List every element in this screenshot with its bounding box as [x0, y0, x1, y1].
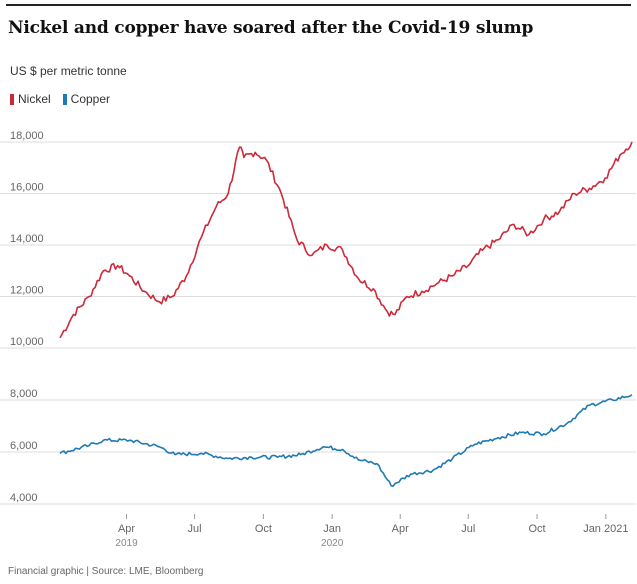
legend-item-copper: Copper: [62, 92, 111, 106]
x-tick-label: Apr: [392, 523, 409, 535]
y-tick-label: 16,000: [10, 182, 44, 194]
x-tick-label: Jul: [461, 523, 475, 535]
legend-swatch-nickel: [10, 93, 14, 105]
legend-label-copper: Copper: [70, 92, 111, 106]
y-tick-label: 14,000: [10, 233, 44, 245]
source-footer: Financial graphic | Source: LME, Bloombe…: [8, 566, 204, 577]
y-tick-label: 6,000: [10, 440, 38, 452]
y-tick-label: 10,000: [10, 336, 44, 348]
x-tick-label: Apr: [118, 523, 135, 535]
chart-title: Nickel and copper have soared after the …: [8, 18, 534, 38]
x-tick-label: Jan: [323, 523, 341, 535]
chart-subtitle: US $ per metric tonne: [10, 64, 127, 78]
x-tick-year-label: 2019: [115, 538, 138, 549]
legend-label-nickel: Nickel: [18, 92, 51, 106]
y-tick-label: 18,000: [10, 130, 44, 142]
y-tick-label: 8,000: [10, 388, 38, 400]
series-line-nickel: [59, 141, 633, 339]
legend-item-nickel: Nickel: [10, 92, 51, 106]
x-tick-label: Oct: [255, 523, 272, 535]
line-chart: 10,000 12,000 14,000 16,000 18,000 4,000 6,000…: [0, 130, 636, 549]
x-tick-label: Jan 2021: [583, 523, 628, 535]
x-tick-label: Jul: [188, 523, 202, 535]
y-tick-label: 4,000: [10, 492, 38, 504]
x-tick-label: Oct: [528, 523, 545, 535]
legend: Nickel Copper: [10, 92, 110, 106]
x-tick-year-label: 2020: [321, 538, 344, 549]
legend-swatch-copper: [62, 93, 67, 105]
y-tick-label: 12,000: [10, 285, 44, 297]
series-line-copper: [59, 394, 633, 487]
top-rule: [6, 4, 631, 6]
